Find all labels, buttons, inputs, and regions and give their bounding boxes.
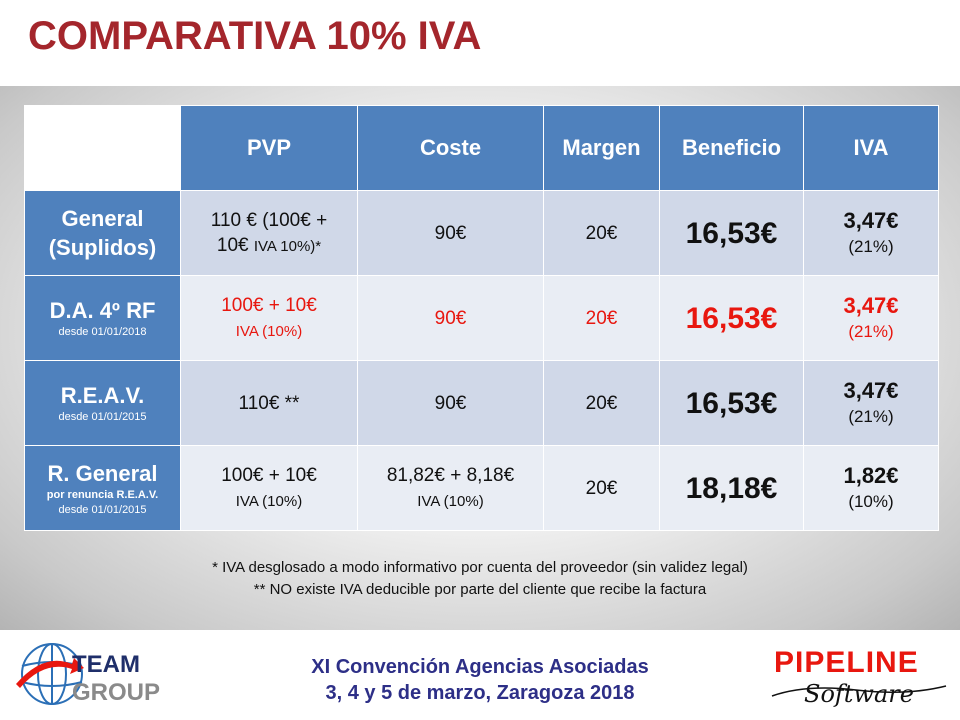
group-logo-text: GROUP bbox=[72, 679, 160, 706]
iva-cell: 3,47€ (21%) bbox=[803, 190, 939, 276]
margen-cell: 20€ bbox=[543, 190, 660, 276]
coste-cell: 90€ bbox=[357, 190, 544, 276]
row-label-secondary: (Suplidos) bbox=[48, 235, 157, 260]
table-row: General (Suplidos) 110 € (100€ + 10€ IVA… bbox=[24, 190, 939, 276]
margen-cell: 20€ bbox=[543, 445, 660, 531]
iva-percent: (10%) bbox=[848, 492, 894, 511]
pvp-cell: 110€ ** bbox=[180, 360, 358, 446]
margen-cell: 20€ bbox=[543, 360, 660, 446]
pvp-line: 110 € (100€ + bbox=[210, 209, 328, 231]
coste-cell: 90€ bbox=[357, 360, 544, 446]
pipeline-software-logo: PIPELINE Software bbox=[771, 646, 947, 708]
software-logo-text: Software bbox=[804, 680, 914, 708]
pvp-cell: 110 € (100€ + 10€ IVA 10%)* bbox=[180, 190, 358, 276]
row-header-da4rf: D.A. 4º RF desde 01/01/2018 bbox=[24, 275, 181, 361]
table-header-row: PVP Coste Margen Beneficio IVA bbox=[24, 105, 939, 191]
iva-value: 3,47€ bbox=[843, 208, 899, 233]
row-label: D.A. 4º RF bbox=[49, 298, 156, 323]
pvp-line: 100€ + 10€ bbox=[221, 294, 317, 316]
pvp-line: 10€ bbox=[216, 234, 254, 256]
row-header-reav: R.E.A.V. desde 01/01/2015 bbox=[24, 360, 181, 446]
pvp-note: IVA (10%) bbox=[235, 492, 303, 510]
table-row: D.A. 4º RF desde 01/01/2018 100€ + 10€ I… bbox=[24, 275, 939, 361]
footnote-1: * IVA desglosado a modo informativo por … bbox=[212, 559, 748, 576]
iva-percent: (21%) bbox=[848, 237, 894, 256]
column-header-coste: Coste bbox=[357, 105, 544, 191]
pvp-cell: 100€ + 10€ IVA (10%) bbox=[180, 445, 358, 531]
iva-value: 3,47€ bbox=[843, 378, 899, 403]
footer-date-line: 3, 4 y 5 de marzo, Zaragoza 2018 bbox=[325, 682, 635, 704]
iva-cell: 3,47€ (21%) bbox=[803, 360, 939, 446]
row-label: R. General bbox=[47, 460, 158, 486]
iva-percent: (21%) bbox=[848, 322, 894, 341]
row-date: desde 01/01/2015 bbox=[58, 503, 147, 516]
row-label: General bbox=[61, 206, 144, 231]
coste-note: IVA (10%) bbox=[417, 492, 484, 510]
footer-event-line: XI Convención Agencias Asociadas bbox=[311, 656, 649, 678]
column-header-beneficio: Beneficio bbox=[659, 105, 804, 191]
coste-cell: 81,82€ + 8,18€ IVA (10%) bbox=[357, 445, 544, 531]
row-subtitle: por renuncia R.E.A.V. bbox=[46, 488, 159, 501]
arrow-icon bbox=[16, 658, 84, 688]
iva-value: 3,47€ bbox=[843, 293, 899, 318]
iva-value: 1,82€ bbox=[843, 463, 899, 488]
beneficio-cell: 18,18€ bbox=[659, 445, 804, 531]
row-label: R.E.A.V. bbox=[60, 383, 145, 408]
margen-cell: 20€ bbox=[543, 275, 660, 361]
pvp-note: IVA (10%) bbox=[235, 322, 303, 340]
comparison-table: PVP Coste Margen Beneficio IVA General (… bbox=[24, 105, 939, 531]
pvp-note: IVA 10%)* bbox=[253, 237, 322, 255]
row-header-general: General (Suplidos) bbox=[24, 190, 181, 276]
row-header-rgeneral: R. General por renuncia R.E.A.V. desde 0… bbox=[24, 445, 181, 531]
column-header-margen: Margen bbox=[543, 105, 660, 191]
table-row: R. General por renuncia R.E.A.V. desde 0… bbox=[24, 445, 939, 531]
pvp-cell: 100€ + 10€ IVA (10%) bbox=[180, 275, 358, 361]
column-header-iva: IVA bbox=[803, 105, 939, 191]
beneficio-cell: 16,53€ bbox=[659, 190, 804, 276]
signature-swash bbox=[771, 685, 947, 697]
table-row: R.E.A.V. desde 01/01/2015 110€ ** 90€ 20… bbox=[24, 360, 939, 446]
row-date: desde 01/01/2015 bbox=[58, 411, 147, 423]
team-group-logo: TEAM GROUP bbox=[16, 643, 160, 706]
beneficio-cell: 16,53€ bbox=[659, 360, 804, 446]
coste-cell: 90€ bbox=[357, 275, 544, 361]
coste-line: 81,82€ + 8,18€ bbox=[386, 464, 515, 486]
beneficio-cell: 16,53€ bbox=[659, 275, 804, 361]
footnote-2: ** NO existe IVA deducible por parte del… bbox=[253, 581, 707, 598]
pvp-line: 100€ + 10€ bbox=[221, 464, 317, 486]
iva-cell: 1,82€ (10%) bbox=[803, 445, 939, 531]
row-date: desde 01/01/2018 bbox=[58, 326, 147, 338]
pipeline-logo-text: PIPELINE bbox=[774, 646, 919, 679]
slide-title: COMPARATIVA 10% IVA bbox=[28, 14, 482, 58]
iva-cell: 3,47€ (21%) bbox=[803, 275, 939, 361]
table-corner-cell bbox=[24, 105, 181, 191]
team-logo-text: TEAM bbox=[72, 651, 140, 678]
column-header-pvp: PVP bbox=[180, 105, 358, 191]
iva-percent: (21%) bbox=[848, 407, 894, 426]
